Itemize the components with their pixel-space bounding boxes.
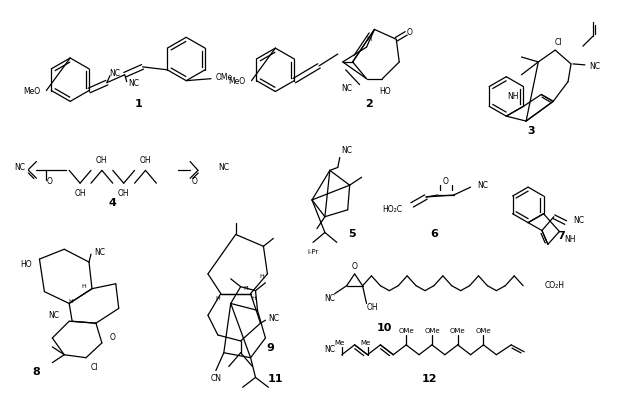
Text: OMe: OMe	[216, 73, 233, 82]
Text: 2: 2	[366, 99, 373, 109]
Text: 10: 10	[377, 323, 392, 333]
Text: 5: 5	[348, 230, 356, 239]
Text: NC: NC	[109, 69, 120, 78]
Text: NC: NC	[218, 163, 229, 172]
Text: OMe: OMe	[450, 328, 465, 334]
Text: NC: NC	[574, 216, 584, 225]
Text: H: H	[69, 299, 73, 304]
Text: 7: 7	[557, 231, 565, 241]
Text: O: O	[110, 334, 116, 342]
Text: Me: Me	[361, 340, 371, 346]
Text: O: O	[191, 177, 197, 186]
Text: 8: 8	[33, 367, 40, 378]
Text: MeO: MeO	[23, 87, 40, 96]
Text: H: H	[367, 36, 372, 42]
Text: NH: NH	[507, 92, 519, 101]
Text: NC: NC	[589, 62, 600, 72]
Text: NC: NC	[94, 248, 105, 257]
Text: OH: OH	[74, 189, 86, 198]
Text: H: H	[216, 296, 220, 301]
Text: 4: 4	[109, 198, 117, 208]
Text: OMe: OMe	[398, 328, 414, 334]
Text: NC: NC	[129, 79, 140, 88]
Text: O: O	[46, 177, 52, 186]
Text: NC: NC	[14, 163, 26, 172]
Text: O: O	[443, 177, 449, 186]
Text: OMe: OMe	[476, 328, 492, 334]
Text: 9: 9	[266, 343, 275, 353]
Text: NC: NC	[268, 314, 280, 323]
Text: O: O	[406, 28, 412, 37]
Text: OMe: OMe	[424, 328, 440, 334]
Text: H: H	[260, 274, 265, 279]
Text: CN: CN	[211, 374, 221, 383]
Text: MeO: MeO	[228, 77, 246, 86]
Text: NC: NC	[324, 345, 335, 354]
Text: OH: OH	[96, 156, 108, 165]
Text: NC: NC	[342, 146, 353, 155]
Text: H: H	[251, 296, 256, 301]
Text: i-Pr: i-Pr	[307, 249, 319, 255]
Text: HO₂C: HO₂C	[382, 205, 402, 214]
Text: NC: NC	[48, 311, 60, 320]
Text: OH: OH	[140, 156, 151, 165]
Text: O: O	[352, 261, 357, 270]
Text: HO: HO	[379, 87, 391, 96]
Text: Cl: Cl	[554, 38, 562, 47]
Text: NH: NH	[564, 235, 576, 244]
Text: Me: Me	[335, 340, 345, 346]
Text: 1: 1	[135, 99, 142, 109]
Text: H: H	[82, 284, 87, 289]
Text: 11: 11	[268, 375, 283, 384]
Text: 12: 12	[421, 375, 437, 384]
Text: 6: 6	[430, 230, 438, 239]
Text: OH: OH	[118, 189, 130, 198]
Text: HO: HO	[20, 259, 31, 268]
Text: OH: OH	[367, 303, 378, 312]
Text: 3: 3	[527, 126, 535, 136]
Text: NC: NC	[342, 84, 352, 93]
Text: NC: NC	[478, 181, 488, 190]
Text: H̅: H̅	[243, 286, 248, 291]
Text: NC: NC	[324, 294, 335, 303]
Text: CO₂H: CO₂H	[545, 281, 565, 290]
Text: Cl: Cl	[91, 363, 98, 372]
